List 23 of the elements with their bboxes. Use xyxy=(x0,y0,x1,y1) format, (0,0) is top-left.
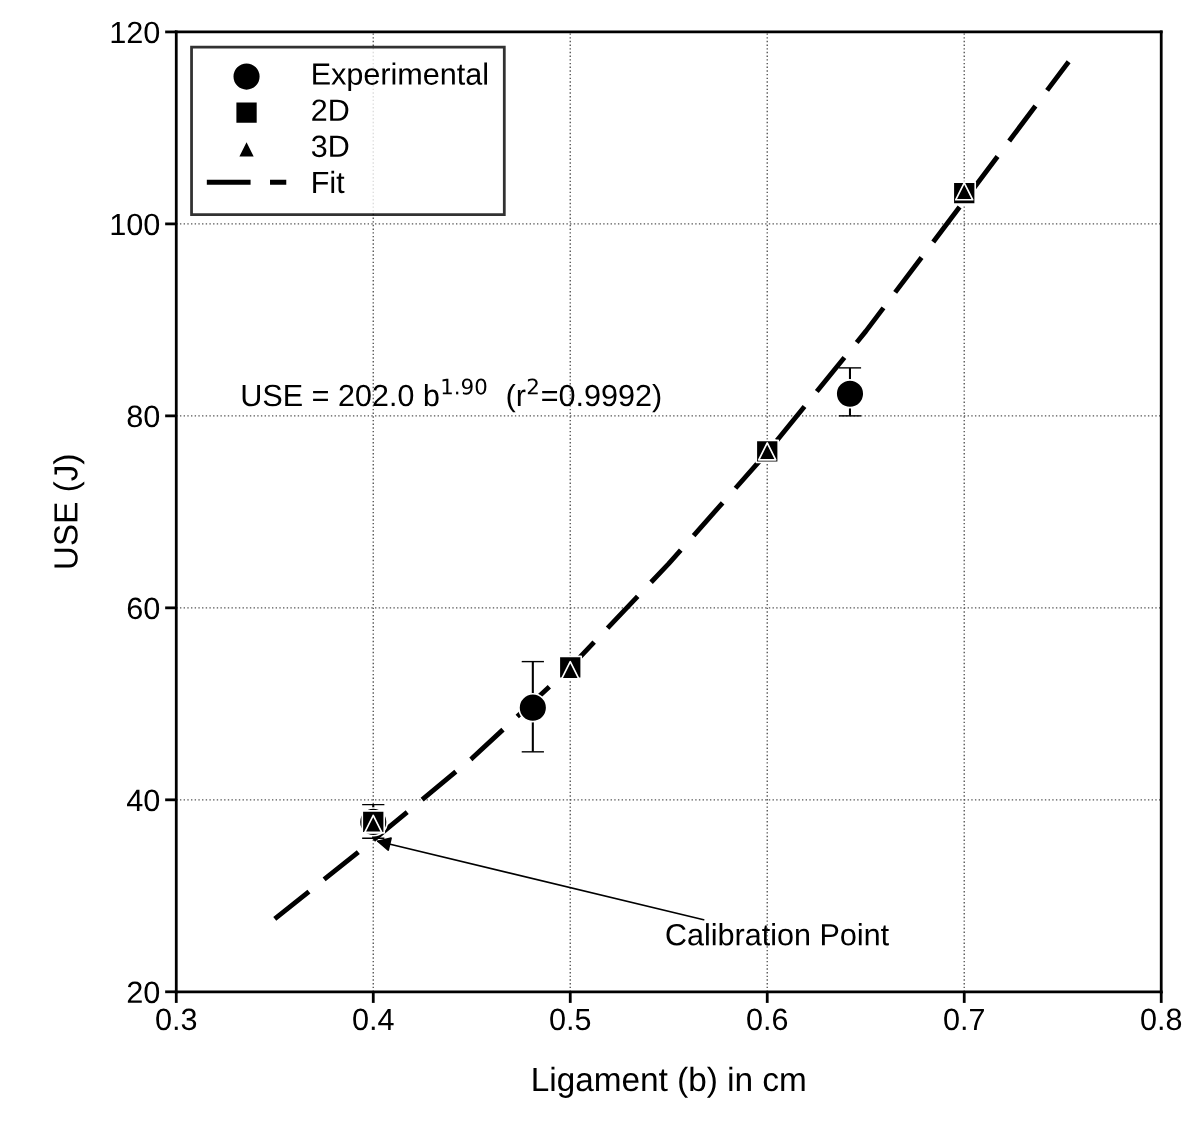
x-tick-label: 0.7 xyxy=(944,1008,984,1031)
legend-label: 2D xyxy=(312,99,349,121)
annotation: Calibration Point xyxy=(666,923,889,946)
y-tick-label: 120 xyxy=(111,21,160,44)
x-tick-label: 0.8 xyxy=(1141,1008,1182,1031)
y-tick-label: 20 xyxy=(127,981,160,1004)
point xyxy=(835,379,865,409)
x-tick-label: 0.3 xyxy=(156,1008,197,1031)
y-tick-label: 80 xyxy=(127,405,160,428)
y-tick-label: 40 xyxy=(127,789,160,812)
y-tick-label: 60 xyxy=(127,597,160,620)
x-axis-title: Ligament (b) in cm xyxy=(533,1066,805,1098)
point xyxy=(518,692,548,723)
y-axis-title: USE (J) xyxy=(53,455,85,568)
annotation: USE = 202.0 b$^{1.90}$ (r$^{2}$=0.9992) xyxy=(242,378,661,413)
x-tick-label: 0.4 xyxy=(353,1008,394,1031)
y-tick-label: 100 xyxy=(111,213,160,236)
point xyxy=(560,660,580,680)
x-tick-label: 0.5 xyxy=(550,1008,591,1031)
legend-label: 3D xyxy=(311,135,349,158)
legend-label: Fit xyxy=(313,170,345,194)
x-tick-label: 0.6 xyxy=(747,1008,788,1031)
legend-label: Experimental xyxy=(313,62,487,91)
